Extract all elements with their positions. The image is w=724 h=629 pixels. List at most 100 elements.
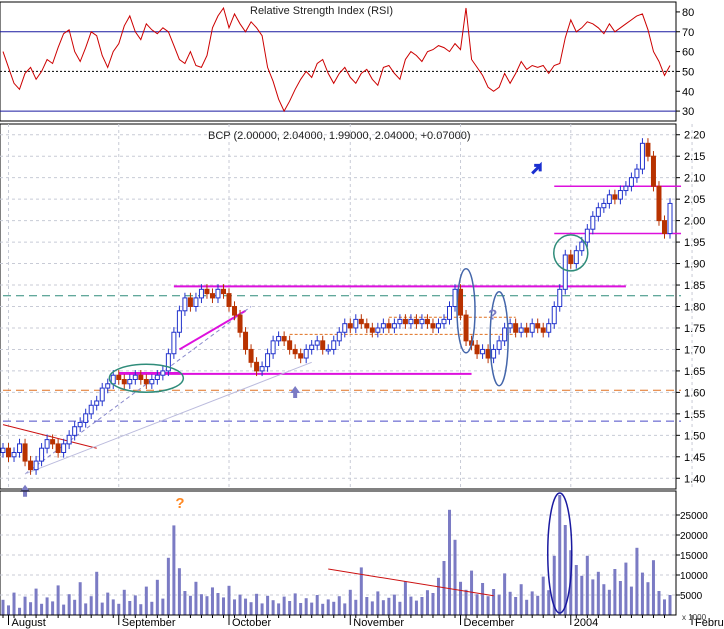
candle-body	[303, 348, 309, 359]
candle-body	[121, 379, 127, 385]
volume-bar	[459, 581, 463, 615]
date-label: February	[695, 617, 724, 629]
price-tick-label: 1.95	[684, 237, 705, 249]
candle-body	[248, 348, 254, 363]
candle-body	[336, 331, 342, 342]
volume-bar	[40, 603, 44, 615]
candle-body	[369, 327, 375, 333]
volume-bar	[525, 599, 529, 615]
candle-body	[11, 452, 17, 458]
candle-body	[358, 318, 364, 325]
volume-bar	[514, 597, 518, 615]
candle-body	[226, 293, 232, 307]
volume-bar	[282, 596, 286, 615]
candle-body	[22, 443, 28, 462]
volume-bar	[381, 600, 385, 615]
volume-bar	[199, 594, 203, 615]
candle-body	[447, 306, 453, 320]
candle-body	[391, 323, 397, 329]
price-tick-label: 1.75	[684, 323, 705, 335]
volume-bar	[78, 582, 82, 615]
candle-body	[502, 327, 508, 342]
rsi-tick-label: 40	[682, 86, 694, 98]
candle-body	[287, 340, 293, 350]
volume-tick-label: 15000	[680, 551, 708, 562]
pullback-ellipse	[489, 290, 509, 387]
volume-bar	[128, 601, 132, 615]
volume-bar	[255, 593, 259, 615]
candle-body	[612, 194, 618, 200]
candle-body	[535, 323, 541, 329]
volume-bar	[657, 591, 661, 615]
volume-bar	[23, 596, 27, 615]
candle-body	[347, 323, 353, 329]
volume-bar	[668, 595, 672, 615]
volume-bar	[117, 603, 121, 615]
volume-bar	[585, 555, 589, 615]
volume-bar	[613, 569, 617, 615]
volume-bar	[464, 589, 468, 615]
volume-bar	[635, 547, 639, 615]
price-panel: 1.40 1.45 1.50 1.55 1.60 1.65 1.70 1.75 1.80 1.85…	[0, 123, 705, 497]
volume-bar	[398, 601, 402, 615]
candle-body	[105, 383, 111, 389]
volume-bar	[304, 598, 308, 615]
candle-body	[88, 404, 94, 415]
volume-bar	[271, 600, 275, 615]
date-label: November	[353, 617, 404, 629]
trend-line-dashed	[24, 306, 252, 475]
volume-bar	[238, 594, 242, 615]
candle-body	[364, 323, 370, 329]
price-tick-label: 2.05	[684, 194, 705, 206]
candle-body	[320, 340, 326, 350]
volume-bar	[563, 525, 567, 615]
volume-trend-line	[328, 568, 494, 597]
volume-bar	[618, 581, 622, 615]
candle-body	[6, 447, 12, 458]
rsi-panel: 30 40 50 60 70 80	[0, 1, 694, 122]
candle-body	[424, 318, 430, 325]
volume-bar	[646, 582, 650, 615]
volume-spike-ellipse	[547, 492, 573, 614]
candle-body	[408, 318, 414, 325]
volume-bar	[205, 596, 209, 615]
volume-bar	[354, 599, 358, 615]
candle-body	[314, 340, 320, 346]
price-tick-label: 1.45	[684, 452, 705, 464]
candle-body	[243, 331, 249, 350]
candle-body	[551, 306, 557, 325]
volume-bar	[34, 588, 38, 615]
volume-bar	[122, 589, 126, 615]
volume-bar	[486, 596, 490, 615]
volume-bar	[359, 567, 363, 615]
candle-body	[265, 353, 271, 368]
volume-bar	[172, 525, 176, 615]
volume-bar	[288, 601, 292, 615]
volume-bar	[403, 581, 407, 615]
candle-body	[281, 336, 287, 342]
candle-body	[375, 327, 381, 333]
volume-bar	[315, 595, 319, 615]
volume-bar	[337, 596, 341, 615]
candle-body	[342, 323, 348, 333]
candle-body	[143, 379, 149, 385]
volume-bar	[56, 585, 60, 615]
volume-bar	[194, 581, 198, 615]
candle-body	[595, 207, 601, 217]
candle-body	[39, 447, 45, 462]
candle-body	[276, 336, 282, 342]
volume-bar	[7, 605, 11, 615]
candle-body	[44, 439, 50, 449]
price-tick-label: 1.70	[684, 344, 705, 356]
volume-bar	[475, 594, 479, 615]
volume-bar	[409, 596, 413, 615]
volume-bar	[547, 590, 551, 615]
volume-bar	[392, 594, 396, 615]
candle-body	[193, 297, 199, 308]
volume-bar	[662, 599, 666, 615]
volume-bar	[106, 592, 110, 615]
candle-body	[353, 318, 359, 329]
candle-body	[154, 374, 160, 380]
candle-body	[187, 297, 193, 308]
